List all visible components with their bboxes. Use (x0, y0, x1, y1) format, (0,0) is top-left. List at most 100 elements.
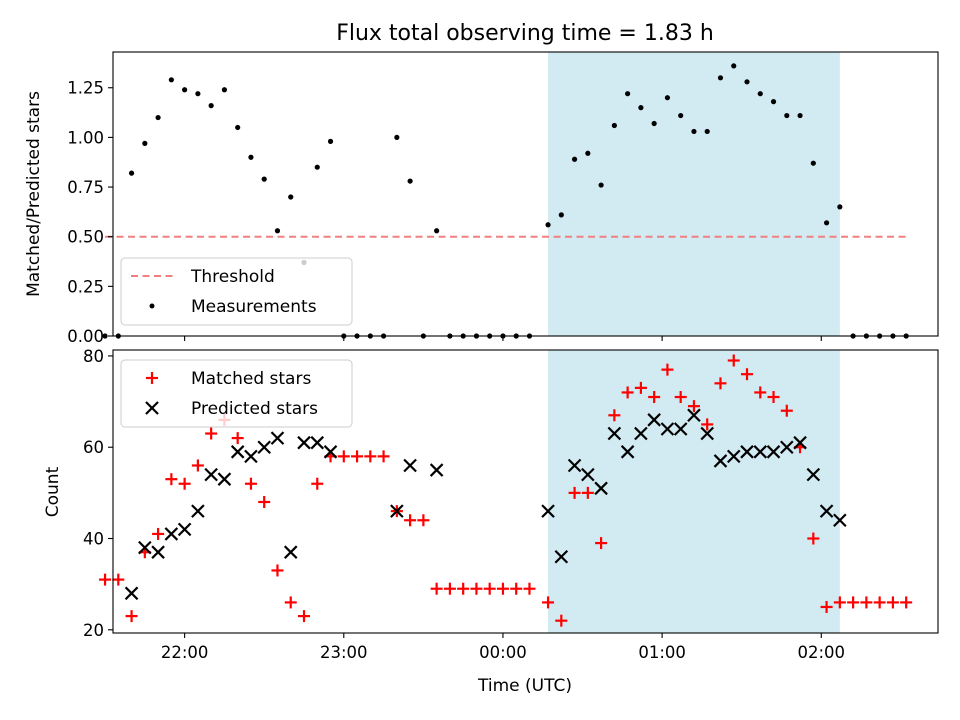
bottom-x-ticks: 22:00 23:00 00:00 01:00 02:00 (161, 633, 845, 662)
matched-star-point (900, 596, 913, 609)
predicted-star-point (567, 458, 582, 473)
measurement-point (248, 154, 254, 160)
predicted-star-point (191, 504, 205, 518)
measurement-point (434, 228, 440, 234)
top-legend: Threshold Measurements (120, 257, 353, 326)
predicted-star-point (554, 549, 569, 564)
measurement-point (664, 95, 671, 101)
measurement-point (598, 182, 604, 188)
matched-star-point (767, 391, 780, 404)
y-tick-label: 80 (83, 347, 104, 366)
predicted-star-point (217, 472, 232, 486)
legend-threshold-label: Threshold (190, 267, 275, 287)
y-tick-label: 0.25 (67, 277, 104, 296)
measurement-point (327, 138, 334, 144)
matched-star-point (727, 354, 740, 367)
predicted-star-point (151, 545, 165, 559)
predicted-star-point (323, 445, 338, 459)
matched-star-point (510, 582, 523, 595)
x-tick-label: 23:00 (320, 643, 368, 662)
predicted-star-point (310, 435, 325, 450)
y-tick-label: 60 (83, 438, 104, 457)
matched-star-point (337, 450, 350, 463)
predicted-star-point (806, 467, 821, 482)
matched-star-point (205, 427, 218, 440)
predicted-star-point (230, 445, 245, 459)
x-tick-label: 02:00 (797, 643, 845, 662)
measurement-point (195, 91, 201, 97)
measurement-point (651, 120, 657, 127)
bottom-legend-box (120, 359, 353, 428)
measurement-point (235, 124, 241, 131)
measurement-point (274, 228, 281, 234)
predicted-star-point (164, 527, 179, 541)
top-y-ticks: 0.00 0.25 0.50 0.75 1.00 1.25 (67, 79, 113, 346)
predicted-star-point (673, 422, 688, 436)
matched-star-point (674, 391, 687, 404)
matched-star-point (847, 596, 860, 609)
matched-star-point (284, 596, 297, 609)
matched-star-point (714, 377, 727, 390)
predicted-star-point (780, 440, 794, 455)
predicted-star-point (244, 449, 258, 464)
predicted-star-point (793, 435, 807, 450)
predicted-star-point (713, 454, 728, 468)
matched-star-point (258, 495, 271, 508)
matched-star-point (457, 582, 470, 595)
predicted-star-point (390, 504, 404, 518)
measurement-point (823, 220, 830, 226)
measurement-point (744, 79, 750, 85)
predicted-star-point (403, 458, 417, 473)
legend-predicted-swatch (145, 401, 159, 415)
matched-star-point (581, 486, 594, 499)
legend-predicted-label: Predicted stars (191, 399, 318, 419)
predicted-star-point (257, 440, 271, 455)
measurement-point (128, 170, 135, 176)
predicted-star-point (270, 431, 285, 445)
matched-star-point (741, 368, 754, 381)
top-plot-frame (112, 51, 939, 337)
matched-star-point (886, 596, 899, 609)
matched-star-point (833, 596, 846, 609)
matched-star-point (311, 477, 324, 490)
y-tick-label: 1.00 (67, 128, 104, 147)
measurement-point (717, 75, 724, 81)
matched-star-point (701, 418, 714, 431)
predicted-star-point (740, 445, 754, 459)
measurement-point (182, 87, 188, 93)
matched-star-point (112, 573, 125, 586)
measurement-point (102, 333, 108, 339)
measurement-point (678, 112, 684, 119)
top-highlight-span (548, 52, 840, 336)
legend-measurements-swatch (149, 303, 155, 309)
bottom-y-axis-label: Count (43, 466, 63, 517)
predicted-star-point (297, 435, 311, 450)
matched-star-point (470, 582, 483, 595)
measurement-point (731, 63, 737, 69)
measurement-point (571, 156, 578, 162)
predicted-star-point (594, 481, 608, 496)
matched-star-point (377, 450, 390, 463)
chart-title: Flux total observing time = 1.83 h (336, 21, 714, 46)
matched-star-point (780, 404, 793, 417)
bottom-y-ticks: 20 40 60 80 (83, 347, 113, 640)
matched-star-point (820, 600, 833, 613)
measurement-point (837, 204, 843, 210)
measurement-point (810, 160, 816, 166)
matched-star-point (244, 477, 257, 490)
matched-star-point (404, 514, 417, 527)
measurement-point (770, 99, 777, 105)
predicted-star-point (541, 504, 555, 518)
matched-star-point (555, 614, 568, 627)
measurement-point (407, 178, 413, 184)
predicted-star-point (177, 522, 192, 537)
y-tick-label: 20 (83, 621, 104, 640)
bottom-legend: Matched stars Predicted stars (120, 359, 353, 428)
matched-star-point (351, 450, 364, 463)
bottom-highlight-span (548, 350, 840, 633)
matched-star-point (873, 596, 886, 609)
x-tick-label: 22:00 (161, 643, 209, 662)
y-tick-label: 0.50 (67, 228, 104, 247)
predicted-star-point (819, 504, 834, 518)
